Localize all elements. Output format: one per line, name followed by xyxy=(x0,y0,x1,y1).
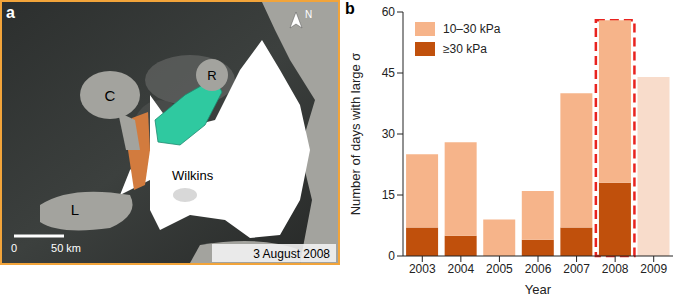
svg-text:2003: 2003 xyxy=(409,262,436,276)
svg-text:2009: 2009 xyxy=(640,262,667,276)
svg-text:45: 45 xyxy=(382,66,396,80)
svg-text:a: a xyxy=(6,4,15,21)
svg-text:3 August 2008: 3 August 2008 xyxy=(253,247,330,261)
html-text:≥30 kPa: ≥30 kPa xyxy=(443,42,487,56)
svg-text:2005: 2005 xyxy=(486,262,513,276)
svg-text:15: 15 xyxy=(382,188,396,202)
svg-text:L: L xyxy=(71,201,79,218)
svg-text:2006: 2006 xyxy=(525,262,552,276)
svg-text:C: C xyxy=(105,87,116,104)
svg-text:N: N xyxy=(305,9,312,20)
svg-text:0: 0 xyxy=(11,242,17,254)
svg-text:2004: 2004 xyxy=(448,262,475,276)
html-text:10–30 kPa: 10–30 kPa xyxy=(443,22,501,36)
svg-text:0: 0 xyxy=(388,249,395,263)
svg-text:Wilkins: Wilkins xyxy=(172,168,214,183)
svg-text:2007: 2007 xyxy=(563,262,590,276)
html-text:b: b xyxy=(345,0,355,17)
svg-text:2008: 2008 xyxy=(602,262,629,276)
svg-text:50 km: 50 km xyxy=(51,242,81,254)
svg-text:Number of days with large σ: Number of days with large σ xyxy=(348,53,363,216)
svg-text:60: 60 xyxy=(382,5,396,19)
svg-text:Year: Year xyxy=(525,282,552,297)
svg-text:R: R xyxy=(207,68,216,83)
svg-text:30: 30 xyxy=(382,127,396,141)
